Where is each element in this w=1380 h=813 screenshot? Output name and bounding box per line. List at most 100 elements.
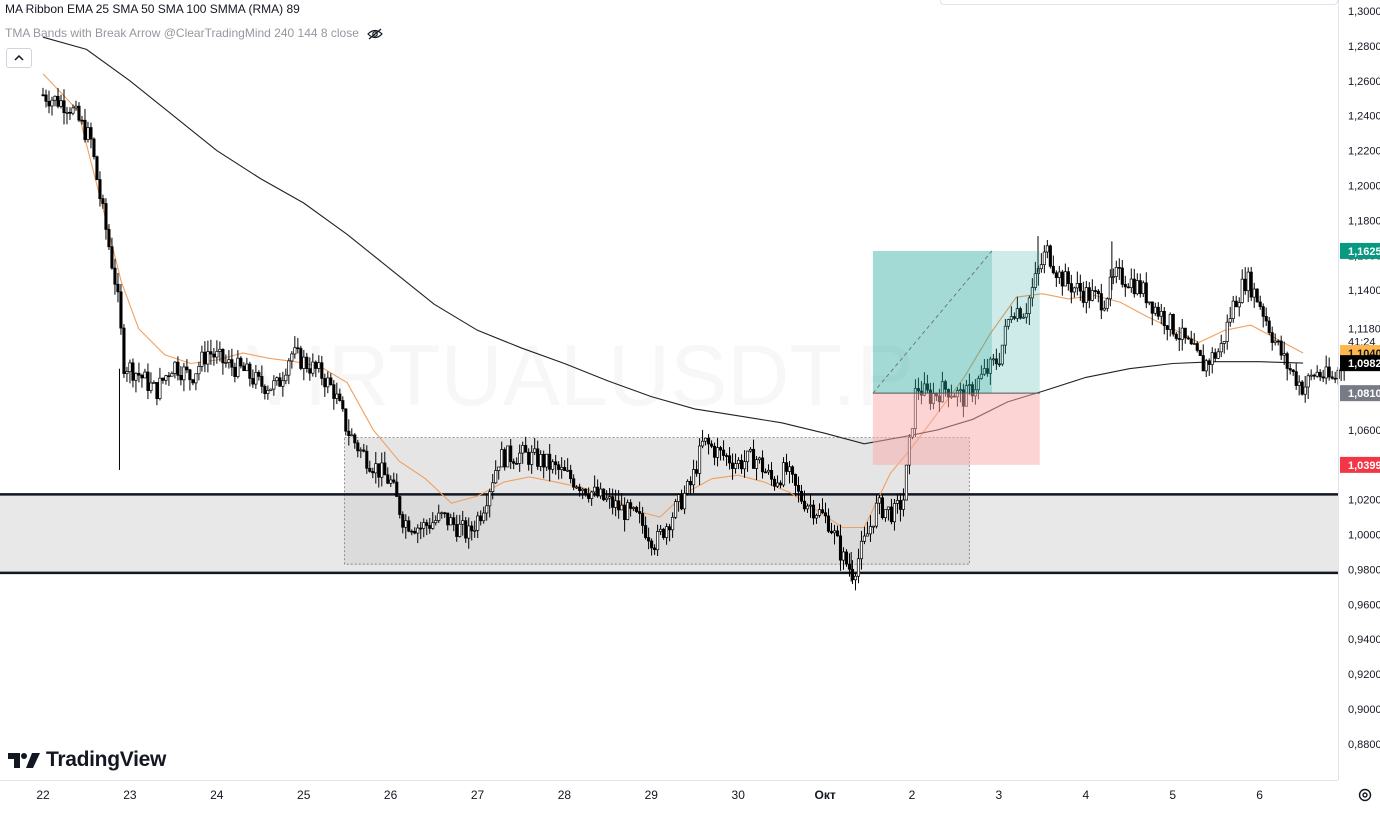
candle — [1102, 300, 1106, 312]
legend-ma-ribbon[interactable]: MA Ribbon EMA 25 SMA 50 SMA 100 SMMA (RM… — [5, 2, 300, 16]
candle-body — [1189, 338, 1193, 345]
candle — [233, 362, 237, 383]
candle — [811, 499, 816, 525]
x-tick-label: 3 — [996, 788, 1003, 802]
candle-body — [1330, 376, 1334, 379]
candle — [683, 485, 687, 515]
candle — [248, 361, 252, 387]
candle-body — [338, 393, 342, 401]
candle-body — [68, 111, 72, 114]
candle-body — [647, 537, 651, 542]
candle-body — [392, 479, 396, 483]
candle-body — [590, 491, 594, 499]
candle-body — [1315, 371, 1319, 377]
candle-body — [362, 449, 366, 452]
candle-body — [608, 496, 612, 499]
candle-body — [895, 500, 899, 504]
candle-body — [1114, 267, 1118, 277]
candle-body — [898, 500, 902, 510]
candle — [476, 511, 480, 539]
candle-body — [302, 356, 306, 369]
candle — [1090, 279, 1094, 302]
candle — [1204, 358, 1208, 377]
candle — [122, 324, 126, 378]
candle-body — [731, 462, 735, 469]
candle-body — [671, 516, 675, 531]
candle — [1198, 349, 1202, 356]
candle — [775, 475, 780, 488]
candle — [479, 510, 483, 526]
candle — [826, 508, 831, 533]
candle-body — [805, 505, 810, 510]
candle-body — [278, 377, 282, 387]
candle — [1252, 282, 1256, 308]
candle — [1279, 335, 1283, 361]
tradingview-logo[interactable]: TradingView — [8, 748, 166, 772]
candle-body — [62, 100, 66, 113]
candle — [329, 373, 333, 386]
y-tick-label: 0,9400 — [1348, 634, 1380, 646]
x-tick-label: Окт — [814, 788, 835, 802]
candle-body — [221, 348, 225, 364]
candle — [545, 453, 549, 471]
candle — [383, 451, 387, 476]
candle-body — [1012, 316, 1016, 319]
long-position-tool[interactable] — [872, 250, 1040, 465]
candle — [1219, 334, 1223, 358]
candle — [982, 359, 986, 376]
candle-body — [847, 563, 852, 570]
candle — [569, 464, 573, 484]
candle — [356, 439, 360, 458]
candle — [1189, 330, 1193, 346]
candle — [386, 467, 390, 485]
eye-crossed-icon[interactable] — [367, 28, 383, 40]
candle-body — [398, 496, 402, 515]
candle — [41, 87, 45, 97]
candle — [1057, 265, 1061, 284]
candle-body — [173, 361, 177, 374]
candle — [1282, 341, 1286, 366]
price-label-plain: 1,1180 — [1348, 324, 1380, 336]
candle — [146, 363, 150, 400]
candle — [641, 506, 645, 534]
candle — [985, 358, 989, 377]
candle — [563, 460, 567, 472]
candle — [83, 108, 87, 143]
candle-body — [1093, 290, 1097, 292]
candle-body — [1081, 290, 1085, 303]
collapse-legend-button[interactable] — [6, 48, 32, 68]
y-tick-label: 1,2200 — [1348, 146, 1380, 158]
candle-body — [287, 360, 291, 376]
candle-body — [979, 373, 983, 379]
candle — [296, 337, 300, 354]
stop-zone — [872, 393, 1040, 465]
candle-body — [632, 507, 636, 509]
candle-body — [572, 478, 576, 488]
candle — [491, 473, 495, 500]
candle — [470, 521, 474, 541]
candle — [871, 525, 876, 534]
candle-body — [1183, 327, 1187, 339]
gear-icon[interactable] — [1357, 787, 1373, 803]
candle — [856, 548, 861, 584]
candle — [1165, 324, 1169, 341]
candle — [1237, 297, 1241, 317]
candle — [104, 198, 108, 240]
candle-body — [224, 362, 228, 364]
legend-tma-bands[interactable]: TMA Bands with Break Arrow @ClearTrading… — [5, 26, 383, 40]
candle — [1300, 380, 1304, 396]
candle — [203, 341, 207, 373]
candle-body — [551, 461, 555, 470]
candle-body — [1333, 377, 1337, 380]
candle-body — [56, 95, 60, 107]
candle-body — [542, 453, 546, 468]
candle — [784, 453, 789, 475]
candle-body — [1087, 287, 1091, 301]
candle-body — [659, 528, 663, 532]
candle-body — [1279, 340, 1283, 356]
candle-body — [449, 517, 453, 526]
candle — [823, 502, 828, 524]
plot-area[interactable] — [0, 0, 1338, 780]
candle — [245, 357, 249, 372]
